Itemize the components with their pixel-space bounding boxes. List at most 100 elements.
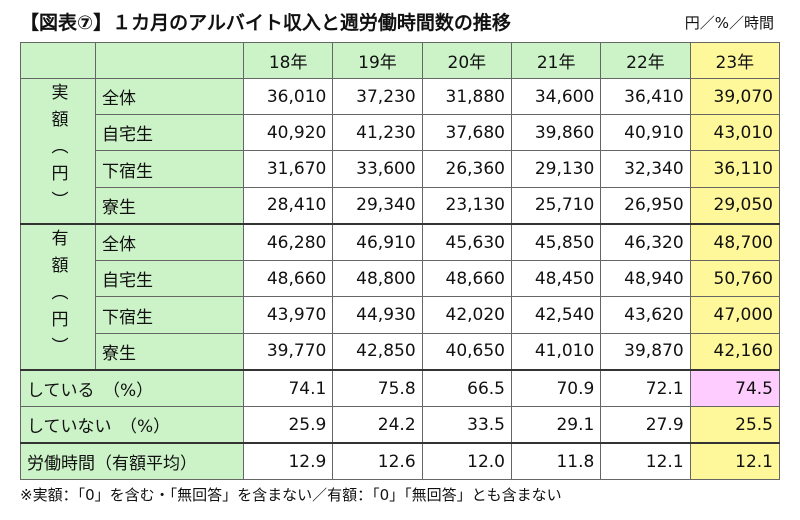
cell: 25,710 [510,186,602,225]
cell: 41,230 [332,114,423,152]
cell: 40,650 [421,332,512,371]
row-label: 下宿生 [95,150,244,188]
cell: 39,870 [600,332,691,371]
cell: 39,770 [242,332,334,371]
table-row: している （%） 74.1 75.8 66.5 70.9 72.1 74.5 [20,369,781,407]
cell: 33.5 [421,406,512,444]
table-row: 下宿生 43,970 44,930 42,020 42,540 43,620 4… [21,296,781,334]
cell: 41,010 [510,332,602,371]
cell: 33,600 [332,150,423,188]
table-row: 寮生 39,770 42,850 40,650 41,010 39,870 42… [21,332,781,371]
row-label: 寮生 [95,186,244,225]
corner-cell-label [95,42,244,79]
units-label: 円／%／時間 [684,14,774,32]
cell-highlight: 47,000 [689,296,781,334]
cell: 23,130 [421,186,512,225]
cell-highlight: 29,050 [689,186,781,225]
row-label: 自宅生 [95,260,244,298]
table-row: 労働時間（有額平均） 12.9 12.6 12.0 11.8 12.1 12.1 [20,442,781,480]
row-label: 寮生 [95,332,244,371]
cell: 75.8 [332,369,423,407]
section-label: 実額（円） [20,78,96,225]
cell: 12.0 [421,442,512,480]
cell-highlight: 36,110 [689,150,781,188]
cell: 25.9 [242,406,334,444]
cell-highlight: 25.5 [689,406,781,444]
cell: 42,540 [510,296,602,334]
row-label: 全体 [95,77,244,116]
row-label: している （%） [20,369,244,407]
cell: 12.9 [242,442,334,480]
row-label: 下宿生 [95,296,244,334]
col-header: 20年 [421,42,512,79]
cell: 43,970 [242,296,334,334]
cell: 29,340 [332,186,423,225]
table-row: 有額（円） 全体 46,280 46,910 45,630 45,850 46,… [20,223,781,371]
cell: 31,880 [421,77,512,116]
table-title: 【図表⑦】１カ月のアルバイト収入と週労働時間数の推移 [20,12,511,34]
cell: 32,340 [600,150,691,188]
cell: 48,940 [600,260,691,298]
col-header: 21年 [510,42,602,79]
cell: 72.1 [600,369,691,407]
cell: 36,010 [242,77,334,116]
cell: 31,670 [242,150,334,188]
header-row: 18年 19年 20年 21年 22年 23年 [20,42,781,79]
cell: 48,800 [332,260,423,298]
cell: 29.1 [510,406,602,444]
cell: 48,660 [242,260,334,298]
cell: 45,630 [421,223,512,262]
cell: 48,450 [510,260,602,298]
cell: 48,660 [421,260,512,298]
cell-highlight: 50,760 [689,260,781,298]
col-header-highlight: 23年 [689,42,781,79]
cell: 46,910 [332,223,423,262]
cell: 42,850 [332,332,423,371]
cell: 12.6 [332,442,423,480]
col-header: 22年 [600,42,691,79]
cell: 11.8 [510,442,602,480]
footnote: ※実額：「0」を含む・「無回答」を含まない／有額：「0」「無回答」とも含まない [20,486,562,504]
cell-highlight: 12.1 [689,442,781,480]
cell: 66.5 [421,369,512,407]
cell-highlight: 74.5 [689,369,781,407]
cell: 34,600 [510,77,602,116]
row-label: 労働時間（有額平均） [20,442,244,480]
cell-highlight: 42,160 [689,332,781,371]
cell: 28,410 [242,186,334,225]
cell: 43,620 [600,296,691,334]
cell: 24.2 [332,406,423,444]
cell: 44,930 [332,296,423,334]
table-row: していない （%） 25.9 24.2 33.5 29.1 27.9 25.5 [20,406,781,444]
cell-highlight: 48,700 [689,223,781,262]
cell: 39,860 [510,114,602,152]
row-label: 全体 [95,223,244,262]
table-row: 自宅生 40,920 41,230 37,680 39,860 40,910 4… [21,114,781,152]
cell: 26,950 [600,186,691,225]
cell: 29,130 [510,150,602,188]
cell: 74.1 [242,369,334,407]
table-row: 寮生 28,410 29,340 23,130 25,710 26,950 29… [21,186,781,225]
cell: 70.9 [510,369,602,407]
cell: 26,360 [421,150,512,188]
cell-highlight: 39,070 [689,77,781,116]
data-table: 18年 19年 20年 21年 22年 23年 実額（円） 全体 36,010 … [20,42,781,480]
cell: 12.1 [600,442,691,480]
cell: 37,680 [421,114,512,152]
cell: 40,920 [242,114,334,152]
table-row: 自宅生 48,660 48,800 48,660 48,450 48,940 5… [21,260,781,298]
cell: 36,410 [600,77,691,116]
section-label: 有額（円） [20,223,96,371]
col-header: 19年 [332,42,423,79]
cell: 46,320 [600,223,691,262]
corner-cell [20,42,96,79]
row-label: していない （%） [20,406,244,444]
cell: 40,910 [600,114,691,152]
col-header: 18年 [242,42,334,79]
row-label: 自宅生 [95,114,244,152]
cell: 46,280 [242,223,334,262]
cell: 42,020 [421,296,512,334]
cell: 27.9 [600,406,691,444]
table-row: 下宿生 31,670 33,600 26,360 29,130 32,340 3… [21,150,781,188]
cell: 37,230 [332,77,423,116]
